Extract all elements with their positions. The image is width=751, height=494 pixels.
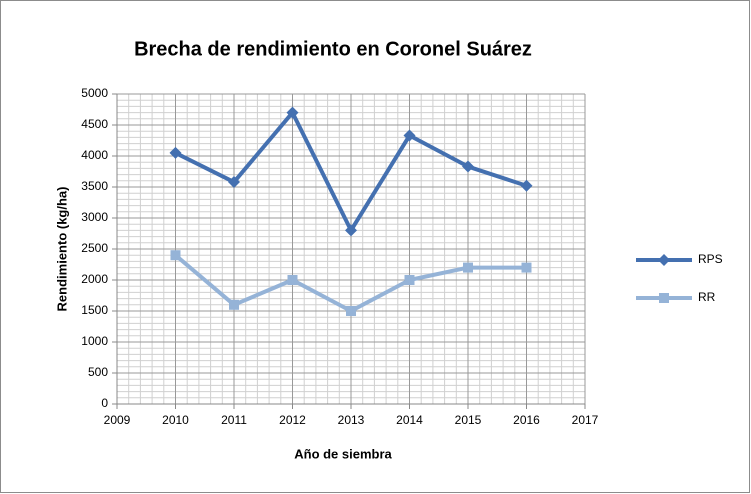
marker [404,275,415,285]
marker [169,146,182,159]
chart-title: Brecha de rendimiento en Coronel Suárez [134,38,532,60]
y-tick-label: 3500 [81,179,108,193]
y-tick-label: 4500 [81,117,108,131]
y-tick-label: 1500 [81,303,108,317]
marker [345,224,357,237]
x-tick-label: 2009 [104,413,131,427]
marker [286,106,299,119]
x-tick-label: 2016 [513,413,540,427]
legend-label: RPS [698,252,723,266]
marker [463,262,473,273]
y-tick-label: 1000 [81,334,108,348]
marker [346,306,356,316]
marker [521,262,532,273]
marker [658,254,670,266]
y-tick-label: 2000 [81,272,108,286]
x-tick-label: 2014 [396,413,423,427]
y-axis-title: Rendimiento (kg/ha) [54,187,69,312]
x-tick-label: 2015 [455,413,482,427]
legend-label: RR [698,290,716,304]
marker [520,179,533,192]
marker [287,275,298,285]
x-axis-title: Año de siembra [294,446,392,461]
y-tick-label: 0 [101,396,108,410]
x-tick-label: 2013 [338,413,365,427]
x-tick-label: 2011 [221,413,247,427]
x-tick-label: 2012 [279,413,306,427]
y-tick-label: 2500 [81,241,108,255]
marker [462,160,474,173]
y-tick-label: 4000 [81,148,108,162]
marker [229,299,239,310]
marker [170,250,181,261]
x-tick-label: 2017 [572,413,599,427]
y-tick-label: 3000 [81,210,108,224]
marker [403,129,416,142]
y-tick-label: 5000 [81,86,108,100]
marker [228,176,240,189]
y-tick-label: 500 [88,365,108,379]
marker [659,293,669,303]
x-tick-label: 2010 [162,413,189,427]
